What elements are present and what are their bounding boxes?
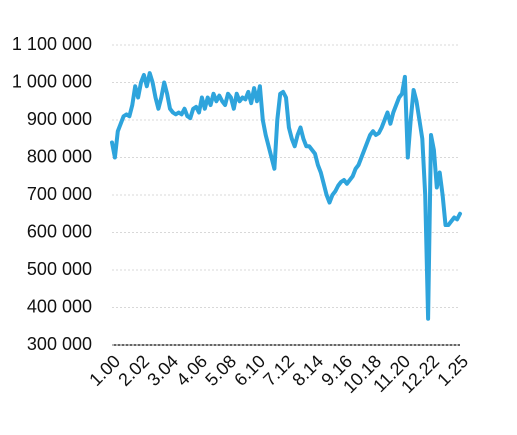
y-tick-label: 500 000 [27, 259, 92, 279]
x-tick-label: 1.25 [433, 351, 472, 390]
y-tick-label: 700 000 [27, 184, 92, 204]
y-tick-label: 1 100 000 [12, 34, 92, 54]
data-line [110, 71, 462, 321]
y-tick-label: 400 000 [27, 296, 92, 316]
y-tick-label: 1 000 000 [12, 71, 92, 91]
y-tick-label: 800 000 [27, 146, 92, 166]
y-tick-label: 300 000 [27, 334, 92, 354]
y-tick-label: 900 000 [27, 109, 92, 129]
y-tick-label: 600 000 [27, 221, 92, 241]
